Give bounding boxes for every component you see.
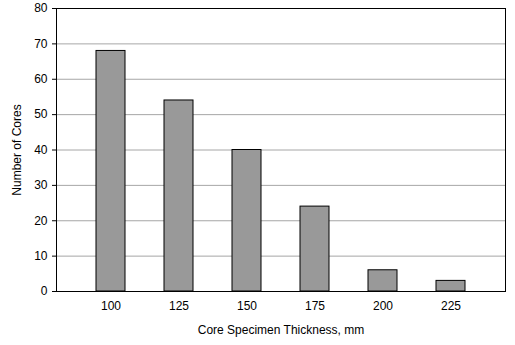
svg-text:10: 10: [34, 249, 48, 263]
svg-text:125: 125: [169, 299, 189, 313]
svg-text:20: 20: [34, 214, 48, 228]
svg-text:0: 0: [41, 284, 48, 298]
svg-text:150: 150: [237, 299, 257, 313]
svg-text:60: 60: [34, 72, 48, 86]
svg-text:225: 225: [441, 299, 461, 313]
svg-text:30: 30: [34, 178, 48, 192]
svg-text:200: 200: [373, 299, 393, 313]
svg-text:80: 80: [34, 1, 48, 15]
svg-text:70: 70: [34, 37, 48, 51]
svg-text:175: 175: [305, 299, 325, 313]
svg-text:50: 50: [34, 107, 48, 121]
svg-text:Number of Cores: Number of Cores: [10, 104, 24, 195]
svg-text:40: 40: [34, 143, 48, 157]
svg-text:100: 100: [101, 299, 121, 313]
svg-text:Core Specimen Thickness, mm: Core Specimen Thickness, mm: [198, 323, 365, 337]
